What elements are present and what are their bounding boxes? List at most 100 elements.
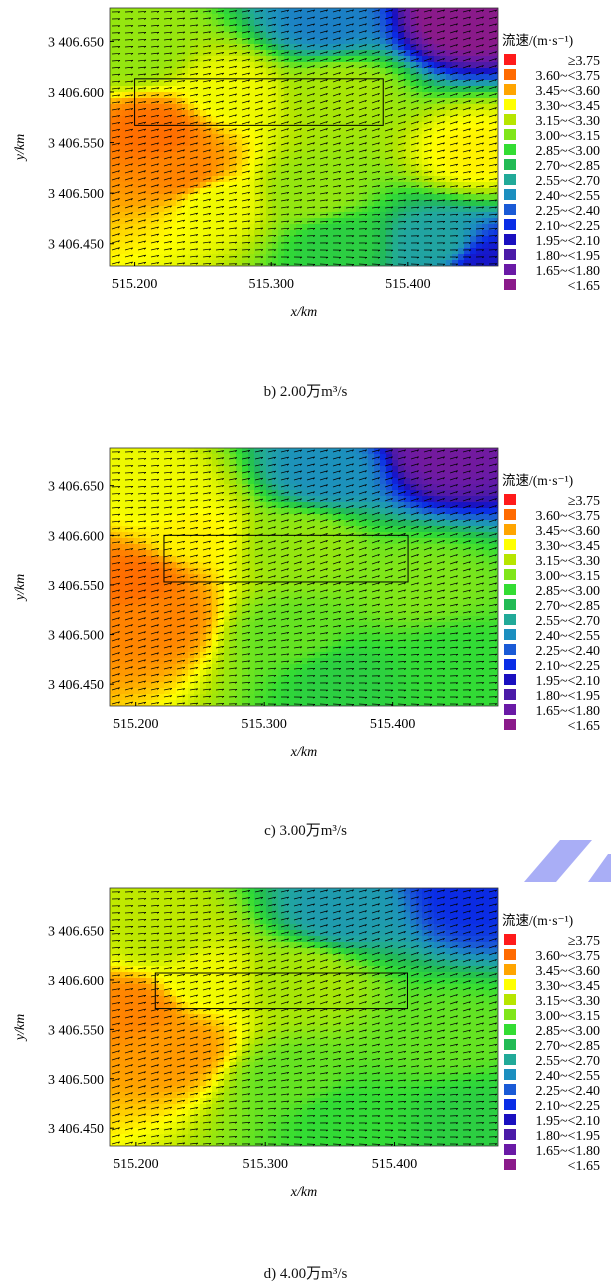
y-tick-label: 3 406.500 <box>48 187 104 202</box>
legend-label: 3.45~<3.60 <box>536 84 600 99</box>
y-tick-label: 3 406.550 <box>48 137 104 152</box>
legend-label: ≥3.75 <box>568 54 600 69</box>
legend-label: 2.40~<2.55 <box>536 189 600 204</box>
legend-swatch <box>504 54 516 65</box>
legend-label: 1.95~<2.10 <box>536 234 600 249</box>
flow-field-area <box>110 448 501 707</box>
legend-swatch <box>504 964 516 975</box>
legend-swatch <box>504 599 516 610</box>
legend-swatch <box>504 264 516 275</box>
legend-swatch <box>504 494 516 505</box>
panel-caption-c: c) 3.00万m³/s <box>0 819 611 840</box>
legend-label: 2.70~<2.85 <box>536 1039 600 1054</box>
legend-label: 1.65~<1.80 <box>536 264 600 279</box>
legend-label: 2.10~<2.25 <box>536 1099 600 1114</box>
legend-swatch <box>504 659 516 670</box>
legend-swatch <box>504 934 516 945</box>
legend-label: 3.00~<3.15 <box>536 569 600 584</box>
y-tick-label: 3 406.650 <box>48 35 104 50</box>
legend-swatch <box>504 1129 516 1140</box>
legend-label: 2.70~<2.85 <box>536 599 600 614</box>
legend-swatch <box>504 1054 516 1065</box>
legend-label: 2.55~<2.70 <box>536 1054 600 1069</box>
y-tick-label: 3 406.600 <box>48 86 104 101</box>
y-tick-label: 3 406.650 <box>48 925 104 940</box>
legend-label: 3.15~<3.30 <box>536 114 600 129</box>
legend-swatch <box>504 1144 516 1155</box>
legend-swatch <box>504 1039 516 1050</box>
legend-label: 2.85~<3.00 <box>536 584 600 599</box>
legend-swatch <box>504 174 516 185</box>
legend-swatch <box>504 84 516 95</box>
legend-swatch <box>504 234 516 245</box>
y-tick-label: 3 406.500 <box>48 629 104 644</box>
legend-swatch <box>504 69 516 80</box>
legend-label: 2.10~<2.25 <box>536 659 600 674</box>
legend-label: 3.45~<3.60 <box>536 524 600 539</box>
x-axis-label: x/km <box>290 1185 317 1200</box>
legend-swatch <box>504 219 516 230</box>
legend-swatch <box>504 249 516 260</box>
legend-swatch <box>504 1114 516 1125</box>
flow-field-area <box>110 888 501 1147</box>
y-axis-label: y/km <box>13 134 28 162</box>
legend-swatch <box>504 644 516 655</box>
y-tick-label: 3 406.650 <box>48 480 104 495</box>
legend-label: 2.55~<2.70 <box>536 614 600 629</box>
x-axis-label: x/km <box>290 305 317 320</box>
legend-swatch <box>504 979 516 990</box>
flow-field-area <box>110 8 501 267</box>
legend-swatch <box>504 204 516 215</box>
legend-label: <1.65 <box>568 1159 600 1174</box>
x-tick-label: 515.400 <box>370 717 416 732</box>
legend-label: 1.65~<1.80 <box>536 1144 600 1159</box>
y-tick-label: 3 406.550 <box>48 1023 104 1038</box>
y-tick-label: 3 406.450 <box>48 678 104 693</box>
legend-label: 3.30~<3.45 <box>536 539 600 554</box>
legend-swatch <box>504 129 516 140</box>
legend-label: 2.40~<2.55 <box>536 1069 600 1084</box>
legend-label: 3.30~<3.45 <box>536 99 600 114</box>
y-tick-label: 3 406.600 <box>48 529 104 544</box>
legend-swatch <box>504 1009 516 1020</box>
legend-swatch <box>504 279 516 290</box>
legend-swatch <box>504 704 516 715</box>
legend-label: 2.25~<2.40 <box>536 644 600 659</box>
legend-label: 3.60~<3.75 <box>536 949 600 964</box>
legend-label: 2.85~<3.00 <box>536 1024 600 1039</box>
legend-swatch <box>504 114 516 125</box>
legend-label: 1.80~<1.95 <box>536 689 600 704</box>
x-tick-label: 515.300 <box>248 277 294 292</box>
legend-label: 3.00~<3.15 <box>536 129 600 144</box>
x-tick-label: 515.200 <box>113 1157 159 1172</box>
legend-swatch <box>504 584 516 595</box>
panel-caption-b: b) 2.00万m³/s <box>0 380 611 401</box>
legend-swatch <box>504 719 516 730</box>
legend-label: 1.80~<1.95 <box>536 249 600 264</box>
x-tick-label: 515.300 <box>241 717 287 732</box>
legend-label: 3.00~<3.15 <box>536 1009 600 1024</box>
legend-swatch <box>504 509 516 520</box>
legend-swatch <box>504 1159 516 1170</box>
legend-swatch <box>504 689 516 700</box>
legend-label: 1.95~<2.10 <box>536 674 600 689</box>
x-tick-label: 515.300 <box>242 1157 288 1172</box>
legend-swatch <box>504 524 516 535</box>
y-tick-label: 3 406.500 <box>48 1073 104 1088</box>
legend-swatch <box>504 569 516 580</box>
y-axis-label: y/km <box>13 574 28 602</box>
legend-swatch <box>504 614 516 625</box>
legend-swatch <box>504 629 516 640</box>
legend-swatch <box>504 539 516 550</box>
legend-swatch <box>504 99 516 110</box>
legend-swatch <box>504 144 516 155</box>
legend-swatch <box>504 1069 516 1080</box>
legend-label: 2.55~<2.70 <box>536 174 600 189</box>
legend-title: 流速/(m·s⁻¹) <box>502 473 573 488</box>
legend-label: 2.25~<2.40 <box>536 1084 600 1099</box>
legend-label: 2.85~<3.00 <box>536 144 600 159</box>
